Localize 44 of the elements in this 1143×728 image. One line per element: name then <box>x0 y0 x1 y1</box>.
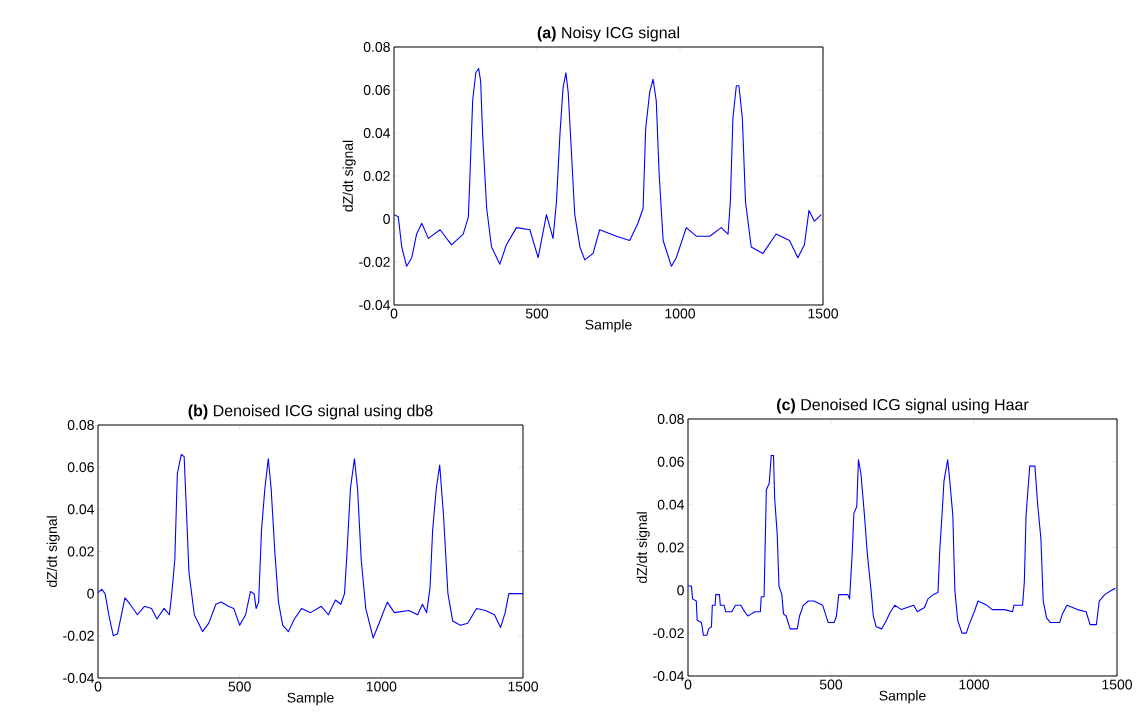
y-tick-label: 0.04 <box>67 504 95 515</box>
x-tick-label: 1000 <box>366 681 397 692</box>
line-series <box>688 454 1116 636</box>
chart-title: (a) Noisy ICG signal <box>537 26 679 42</box>
y-tick-label: 0 <box>383 214 390 224</box>
y-tick-label: 0.04 <box>363 128 391 138</box>
y-tick-label: -0.02 <box>653 628 684 639</box>
x-axis-title: Sample <box>879 690 926 704</box>
x-tick-label: 0 <box>684 679 692 690</box>
x-tick-label: 1500 <box>808 308 839 319</box>
y-tick-label: 0 <box>87 588 94 599</box>
x-tick-label: 1500 <box>1102 679 1133 690</box>
y-tick-label: 0.08 <box>363 42 390 52</box>
x-axis-title: Sample <box>585 319 632 333</box>
y-tick-label: 0.02 <box>67 546 94 557</box>
x-tick-label: 1000 <box>665 308 696 319</box>
y-tick-label: 0.02 <box>657 542 684 553</box>
x-tick-label: 500 <box>525 308 549 319</box>
x-axis-title: Sample <box>287 692 334 706</box>
x-tick-label: 500 <box>819 679 843 690</box>
x-tick-label: 1500 <box>508 681 539 692</box>
y-tick-label: 0.06 <box>67 462 94 473</box>
y-axis-title: dZ/dt signal <box>342 140 356 212</box>
x-tick-label: 1000 <box>959 679 990 690</box>
chart-title: (c) Denoised ICG signal using Haar <box>777 398 1029 414</box>
y-tick-label: 0.06 <box>363 85 390 95</box>
y-tick-label: 0 <box>677 585 684 596</box>
y-tick-label: -0.02 <box>63 630 94 641</box>
x-tick-label: 0 <box>390 308 398 319</box>
y-tick-label: 0.02 <box>363 171 390 181</box>
y-tick-label: -0.04 <box>359 300 391 310</box>
chart-title: (b) Denoised ICG signal using db8 <box>188 404 433 420</box>
line-series <box>394 67 822 267</box>
y-tick-label: -0.04 <box>653 671 685 681</box>
y-tick-label: 0.06 <box>657 456 684 467</box>
y-tick-label: 0.08 <box>67 420 94 430</box>
y-tick-label: 0.04 <box>657 499 685 510</box>
y-axis-title: dZ/dt signal <box>636 512 650 584</box>
x-tick-label: 500 <box>228 681 251 692</box>
x-tick-label: 0 <box>94 681 102 692</box>
y-tick-label: -0.02 <box>359 257 390 267</box>
y-tick-label: -0.04 <box>63 673 95 683</box>
y-tick-label: 0.08 <box>657 414 684 424</box>
y-axis-title: dZ/dt signal <box>46 516 60 588</box>
